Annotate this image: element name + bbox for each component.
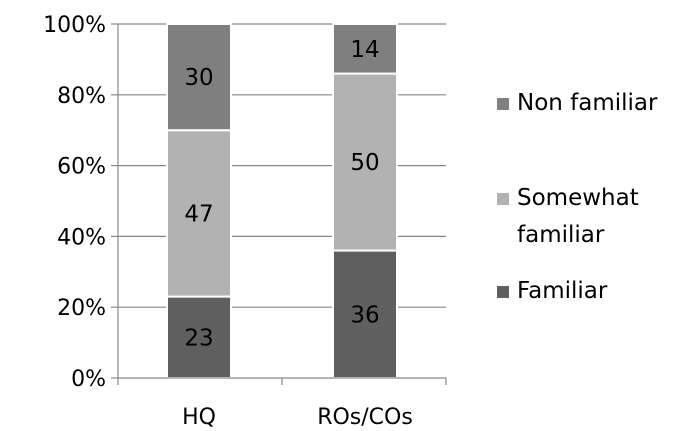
- bars: [166, 23, 398, 379]
- legend-swatch: [497, 98, 509, 110]
- bar-segment-0-1: [166, 129, 232, 298]
- y-tick-label: 20%: [57, 296, 106, 321]
- data-label: 36: [350, 302, 379, 328]
- bar-segment-1-2: [332, 23, 398, 75]
- legend: Non familiar Somewhat familiar Familiar: [497, 90, 658, 304]
- legend-label: Familiar: [517, 278, 608, 304]
- legend-label: Somewhat: [517, 185, 639, 211]
- y-tick-label: 60%: [57, 155, 106, 180]
- labels: 23 47 30 HQ 36 50 14 ROs/COs: [182, 37, 413, 430]
- data-label: 30: [184, 65, 213, 91]
- y-tick-label: 0%: [71, 367, 106, 392]
- bar-segment-0-2: [166, 23, 232, 132]
- y-tick-label: 80%: [57, 84, 106, 109]
- x-tick-label: HQ: [182, 405, 216, 430]
- data-label: 50: [350, 150, 379, 176]
- legend-label: familiar: [517, 222, 605, 248]
- legend-swatch: [497, 286, 509, 298]
- y-tick-label: 40%: [57, 225, 106, 250]
- bar-segment-0-0: [166, 295, 232, 379]
- legend-label: Non familiar: [517, 90, 658, 116]
- legend-swatch: [497, 193, 509, 205]
- y-tick-label: 100%: [43, 13, 106, 38]
- data-label: 23: [184, 325, 213, 351]
- x-tick-label: ROs/COs: [317, 405, 413, 430]
- data-label: 47: [184, 201, 213, 227]
- axes: 0% 20% 40% 60% 80% 100%: [43, 13, 447, 392]
- data-label: 14: [350, 37, 379, 63]
